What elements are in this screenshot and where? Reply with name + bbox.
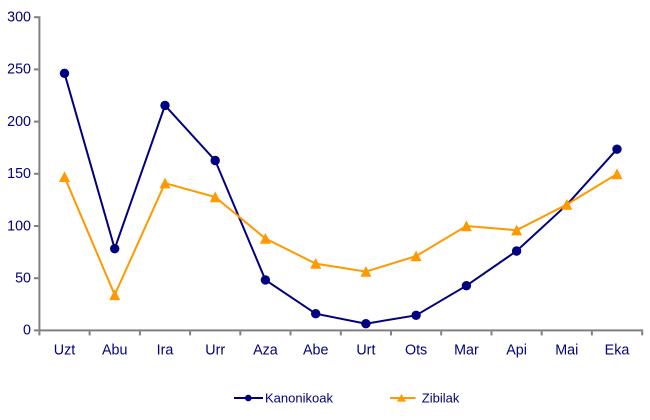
svg-text:50: 50 [15, 271, 31, 287]
svg-text:Aza: Aza [253, 343, 278, 359]
svg-text:200: 200 [7, 114, 31, 130]
svg-text:Zibilak: Zibilak [422, 390, 460, 405]
svg-text:Abu: Abu [102, 343, 127, 359]
svg-text:Mai: Mai [555, 343, 578, 359]
svg-text:Api: Api [506, 343, 527, 359]
svg-text:Ots: Ots [405, 343, 427, 359]
svg-text:Kanonikoak: Kanonikoak [265, 390, 333, 405]
svg-text:Urr: Urr [205, 343, 225, 359]
svg-text:250: 250 [7, 62, 31, 78]
svg-text:0: 0 [23, 323, 31, 339]
svg-text:Ira: Ira [157, 343, 174, 359]
svg-text:Urt: Urt [356, 343, 375, 359]
svg-text:Eka: Eka [605, 343, 630, 359]
svg-text:300: 300 [7, 10, 31, 26]
svg-text:150: 150 [7, 166, 31, 182]
svg-text:100: 100 [7, 218, 31, 234]
svg-text:Mar: Mar [454, 343, 479, 359]
svg-text:Abe: Abe [303, 343, 328, 359]
svg-text:Uzt: Uzt [54, 343, 75, 359]
